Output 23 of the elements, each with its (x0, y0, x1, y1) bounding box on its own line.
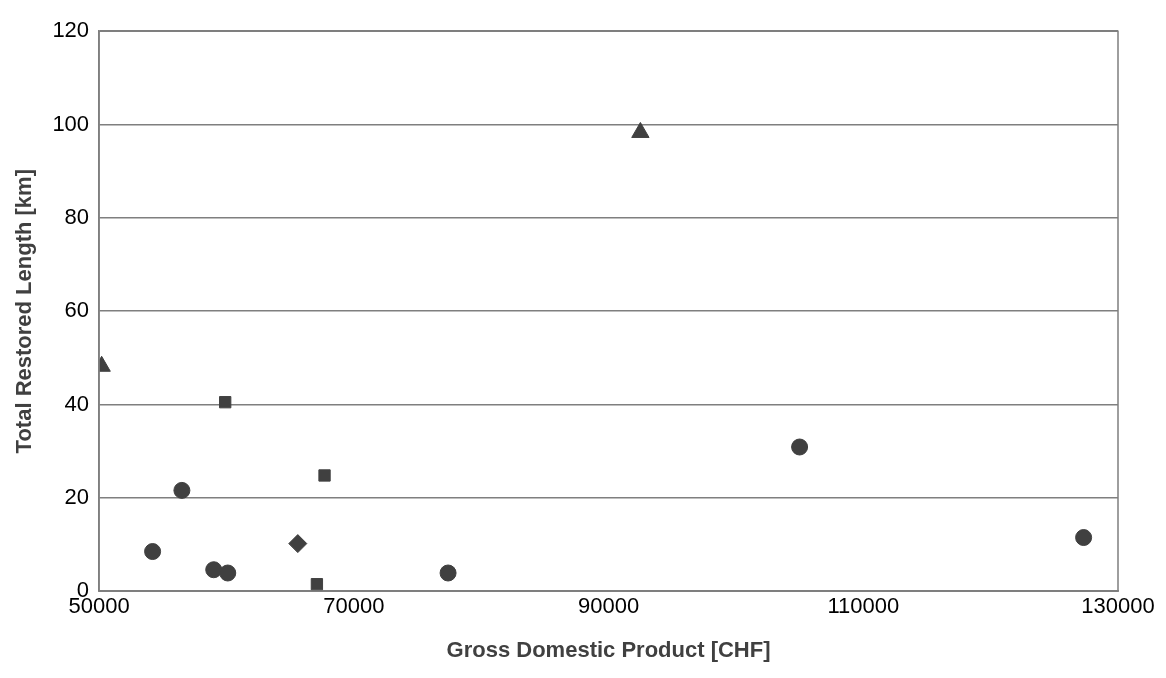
point (310, 578, 324, 591)
point (791, 438, 809, 456)
point (205, 561, 223, 579)
point (318, 469, 331, 482)
x-tick-label: 90000 (577, 593, 640, 619)
point (288, 534, 308, 554)
point (173, 481, 191, 499)
point (144, 543, 162, 561)
y-tick-label: 20 (64, 483, 90, 509)
y-tick-label: 40 (64, 390, 90, 416)
x-tick-label: 70000 (323, 593, 385, 619)
point (219, 396, 232, 409)
x-tick-label: 130000 (1081, 593, 1155, 619)
x-tick-label: 110000 (827, 593, 900, 619)
y-axis-title: Total Restored Length [km] (11, 169, 37, 454)
y-tick-label: 120 (52, 17, 90, 43)
point (1075, 529, 1093, 547)
point (439, 564, 457, 582)
y-tick-label: 80 (64, 203, 90, 229)
x-axis-title: Gross Domestic Product [CHF] (446, 636, 771, 662)
y-tick-label: 100 (52, 110, 90, 136)
point (219, 564, 237, 582)
y-tick-label: 60 (64, 297, 90, 323)
